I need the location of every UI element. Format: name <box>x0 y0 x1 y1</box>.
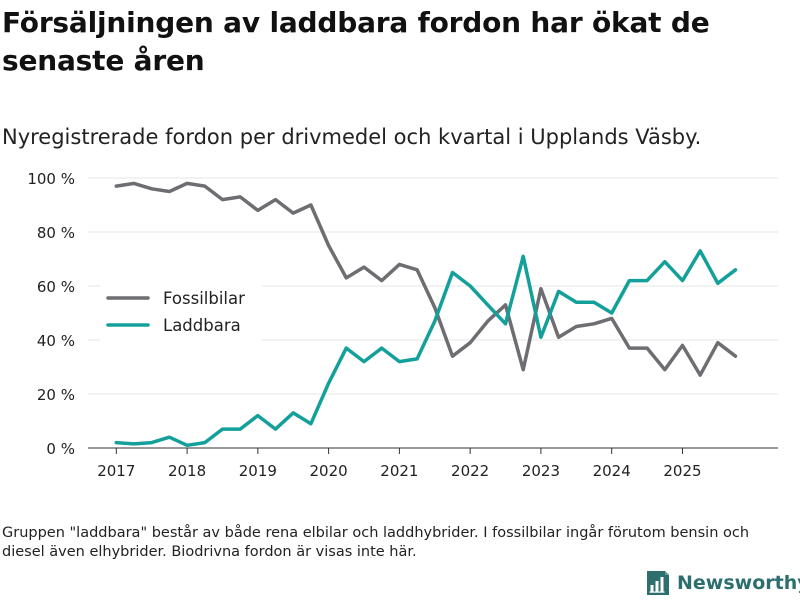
axis-layer: 0 % 20 % 40 % 60 % 80 % 100 % 2017 2018 2019 2020… <box>27 170 778 480</box>
series-line-fossilbilar <box>114 181 738 377</box>
x-tick-label: 2025 <box>663 462 701 480</box>
chart-headline: Försäljningen av laddbara fordon har öka… <box>2 6 710 77</box>
x-tick-label: 2024 <box>593 462 631 480</box>
x-tick-label: 2017 <box>97 462 135 480</box>
y-tick-label: 100 % <box>27 170 75 188</box>
x-tick-label: 2021 <box>380 462 418 480</box>
series-layer <box>114 181 738 448</box>
x-tick-label: 2022 <box>451 462 489 480</box>
x-tick-label: 2019 <box>239 462 277 480</box>
y-tick-label: 40 % <box>37 332 75 350</box>
x-tick-label: 2023 <box>522 462 560 480</box>
series-line-laddbara <box>114 249 738 448</box>
x-tick-label: 2018 <box>168 462 206 480</box>
y-tick-label: 60 % <box>37 278 75 296</box>
legend: Fossilbilar Laddbara <box>100 280 262 344</box>
legend-label-fossilbilar: Fossilbilar <box>163 289 245 308</box>
legend-label-laddbara: Laddbara <box>163 316 241 335</box>
brand-name: Newsworthy <box>677 572 800 594</box>
y-tick-label: 80 % <box>37 224 75 242</box>
chart-subtitle: Nyregistrerade fordon per drivmedel och … <box>2 125 702 149</box>
line-chart: 0 % 20 % 40 % 60 % 80 % 100 % 2017 2018 2019 2020… <box>27 170 778 480</box>
y-tick-label: 0 % <box>46 440 75 458</box>
x-tick-label: 2020 <box>310 462 348 480</box>
newsworthy-brand: Newsworthy <box>644 567 800 599</box>
newsworthy-logo-icon <box>647 571 669 595</box>
legend-box <box>100 280 262 344</box>
chart-footnote: Gruppen "laddbara" består av både rena e… <box>2 525 750 560</box>
y-tick-label: 20 % <box>37 386 75 404</box>
